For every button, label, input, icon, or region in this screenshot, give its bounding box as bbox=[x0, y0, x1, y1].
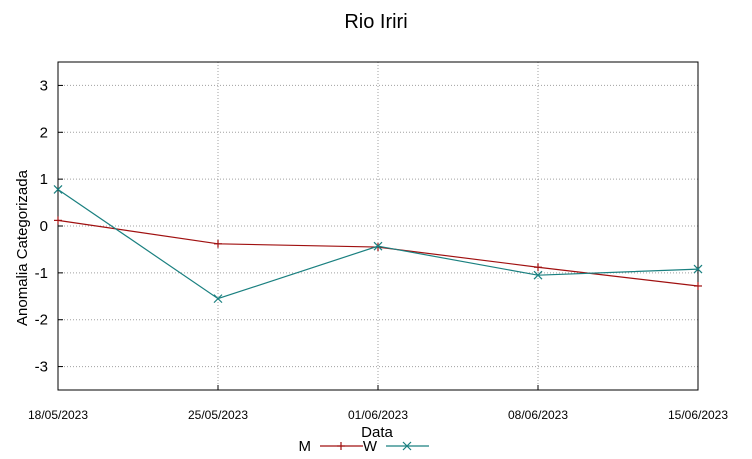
data-point-M bbox=[214, 239, 222, 248]
y-tick-label: 0 bbox=[40, 218, 48, 235]
x-tick-label: 25/05/2023 bbox=[188, 408, 248, 422]
y-axis-label: Anomalia Categorizada bbox=[14, 169, 31, 326]
x-tick-label: 18/05/2023 bbox=[28, 408, 88, 422]
x-tick-label: 15/06/2023 bbox=[668, 408, 728, 422]
legend-label-W: W bbox=[363, 438, 378, 455]
x-axis-label: Data bbox=[361, 424, 393, 441]
data-point-W bbox=[373, 241, 383, 251]
chart-title: Rio Iriri bbox=[344, 11, 407, 33]
legend-marker-W bbox=[402, 441, 412, 451]
data-point-W bbox=[53, 185, 63, 194]
data-point-M bbox=[694, 281, 702, 290]
y-tick-label: -3 bbox=[35, 359, 48, 376]
y-tick-label: 2 bbox=[40, 124, 48, 141]
series-W bbox=[53, 185, 703, 304]
data-point-M bbox=[534, 263, 542, 272]
y-tick-label: 1 bbox=[40, 171, 48, 188]
x-tick-label: 01/06/2023 bbox=[348, 408, 408, 422]
data-point-M bbox=[54, 216, 62, 225]
x-tick-label: 08/06/2023 bbox=[508, 408, 568, 422]
y-tick-label: -1 bbox=[35, 265, 48, 282]
legend-label-M: M bbox=[299, 438, 312, 455]
series bbox=[53, 185, 703, 304]
y-tick-label: 3 bbox=[40, 77, 48, 94]
y-axis-ticks: 3 2 1 0 -1 -2 -3 bbox=[35, 77, 63, 376]
data-point-W bbox=[693, 264, 703, 274]
x-axis-ticks: 18/05/2023 25/05/2023 01/06/2023 08/06/2023… bbox=[28, 385, 728, 422]
legend-marker-M bbox=[337, 442, 345, 450]
y-tick-label: -2 bbox=[35, 312, 48, 329]
grid bbox=[58, 62, 698, 390]
plot-frame bbox=[57, 61, 699, 391]
data-point-W bbox=[213, 294, 223, 304]
data-point-W bbox=[533, 270, 543, 280]
